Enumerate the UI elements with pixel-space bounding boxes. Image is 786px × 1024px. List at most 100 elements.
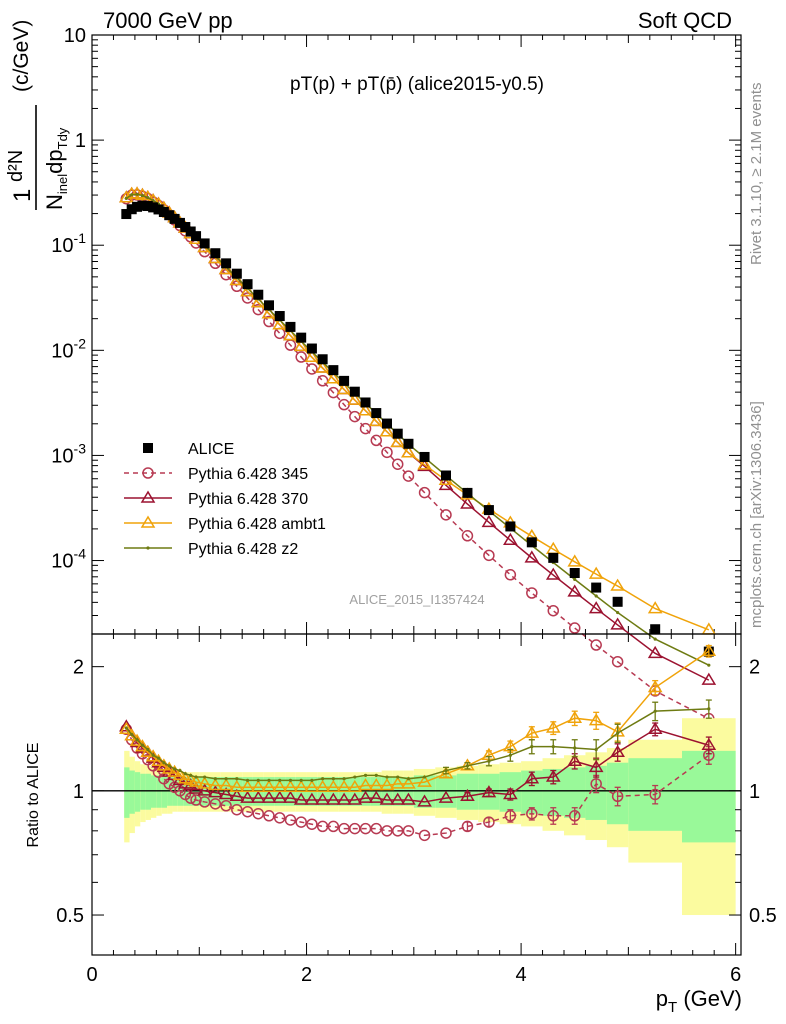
data-point [569,568,580,579]
ratio-point [401,776,416,789]
ratio-point [167,764,182,777]
ratio-point [218,787,234,800]
main-panel: 10 1 10-1 10-2 10-3 10-4 1 d²N NineldpTdy (c/GeV)… [5,20,742,725]
ratio-point [178,768,182,773]
data-point [647,601,663,614]
ratio-point [590,778,602,790]
ratio-point [167,764,171,768]
ratio-point [135,738,139,742]
ratio-point [524,725,540,738]
ratio-point [140,744,156,758]
data-point [616,610,620,615]
chart-title: pT(p) + pT(p̄) (alice2015-y0.5) [290,74,544,95]
data-point [295,351,307,363]
ratio-point [173,767,177,771]
legend-marker [146,546,150,550]
ratio-point [336,792,352,805]
legend-marker [140,490,156,503]
data-point [264,300,274,311]
ratio-point [145,749,161,762]
data-point [379,424,395,437]
ratio-point [336,779,352,793]
data-point [296,332,307,343]
data-point [140,193,145,198]
ratio-point [390,776,406,789]
ratio-point [707,707,711,711]
data-point [315,360,330,373]
uncertainty-band-inner [682,750,736,843]
data-point [653,637,657,641]
data-point [610,617,625,630]
data-point [610,578,625,591]
ratio-point [503,787,518,800]
y-tick-label: 10-1 [51,230,86,257]
ratio-point [547,810,560,822]
ratio-point [198,796,211,808]
ratio-point [368,778,384,791]
legend-label: Pythia 6.428 370 [188,491,308,508]
ratio-point [379,792,395,805]
data-point [263,315,275,328]
data-point [185,226,196,237]
ratio-point [162,761,166,765]
ratio-point [245,778,250,783]
ratio-point [208,778,223,791]
ratio-point [183,772,187,776]
data-point [242,279,253,290]
ratio-point [208,785,223,798]
y-label-d2n: d²N [5,150,27,182]
beam-label: 7000 GeV pp [103,8,233,33]
data-point [462,487,473,498]
data-point [588,601,604,614]
ratio-point [189,773,193,778]
data-point [326,371,341,384]
data-point [285,321,296,332]
data-point [650,624,661,635]
data-point [548,552,559,563]
data-point [121,209,132,220]
ratio-point [284,814,297,826]
legend-marker [143,443,153,453]
ratio-point [213,777,217,781]
ratio-point [129,733,145,746]
data-point [210,248,221,259]
ratio-y-tick-label-left: 1 [73,781,84,803]
ratio-point [526,807,538,820]
data-point [317,354,328,365]
ratio-point [229,788,245,802]
data-point [273,327,286,340]
ratio-point [304,779,320,793]
ratio-point [263,810,275,822]
ratio-point [567,753,583,766]
ratio-point [649,788,661,801]
ratio-point [567,710,583,723]
data-point [304,349,320,363]
data-point [360,397,371,408]
data-point [403,438,414,449]
ratio-point [551,745,555,749]
uncertainty-band-inner [124,767,130,818]
ratio-point [487,759,491,763]
ratio-point [250,790,266,803]
ratio-point [197,783,212,796]
ratio-point [293,779,309,793]
data-point [180,222,191,233]
data-point [547,604,560,617]
data-point [545,567,561,580]
data-point [142,201,153,212]
data-point [382,418,392,429]
y-label-units: (c/GeV) [10,20,33,92]
uncertainty-band-inner [151,775,157,808]
ratio-point [422,775,427,779]
ratio-point [588,759,604,773]
ratio-point [568,810,581,822]
legend-label: Pythia 6.428 345 [188,466,308,483]
x-tick-label: 4 [516,964,527,986]
ratio-point [295,816,307,828]
data-point [461,530,474,542]
data-point [169,213,180,224]
data-point [391,458,404,470]
data-point [483,505,494,516]
ratio-point [231,803,243,816]
data-point [390,434,406,448]
